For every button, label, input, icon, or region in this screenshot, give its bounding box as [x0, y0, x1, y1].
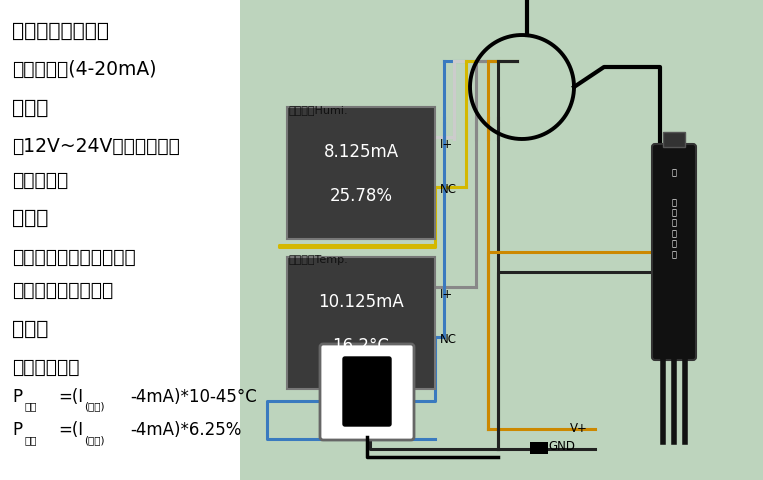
Text: 25.78%: 25.78%	[330, 187, 392, 204]
Text: =(I: =(I	[58, 387, 83, 405]
Text: 第一步: 第一步	[12, 98, 48, 118]
Text: -4mA)*6.25%: -4mA)*6.25%	[130, 420, 241, 438]
Text: NC: NC	[440, 332, 457, 345]
Bar	[530, 442, 548, 454]
Text: V+: V+	[570, 421, 588, 434]
Text: P: P	[12, 420, 22, 438]
FancyBboxPatch shape	[343, 357, 391, 426]
Bar	[663, 133, 685, 148]
Text: 湿度采集Humi.: 湿度采集Humi.	[289, 105, 349, 115]
Text: 正确挑选万用表量程或连: 正确挑选万用表量程或连	[12, 247, 136, 266]
Text: 锯
齿
智
能
控
制: 锯 齿 智 能 控 制	[671, 198, 677, 258]
Text: 十: 十	[671, 168, 677, 177]
Bar	[240, 0, 763, 480]
Text: 对照公式计算: 对照公式计算	[12, 358, 79, 377]
Text: (电流): (电流)	[84, 434, 105, 444]
Text: 电流输出制(4-20mA): 电流输出制(4-20mA)	[12, 60, 156, 79]
Bar	[0, 0, 240, 480]
Text: 用12V~24V的电源适配器: 用12V~24V的电源适配器	[12, 137, 180, 156]
Text: (电流): (电流)	[84, 401, 105, 411]
Text: I+: I+	[440, 138, 453, 151]
Bar	[287, 108, 435, 240]
Text: 8.125mA: 8.125mA	[324, 143, 398, 161]
Text: =(I: =(I	[58, 420, 83, 438]
Text: 16.2°C: 16.2°C	[333, 336, 389, 354]
FancyBboxPatch shape	[320, 344, 414, 440]
Text: 温度: 温度	[24, 401, 37, 411]
Text: 接模拟量信号采集器: 接模拟量信号采集器	[12, 281, 113, 300]
Text: 土壤温湿度传感器: 土壤温湿度传感器	[12, 22, 109, 41]
Text: 温度采集Temp.: 温度采集Temp.	[289, 254, 349, 264]
Text: I+: I+	[440, 288, 453, 300]
Bar	[287, 257, 435, 389]
Text: 第三步: 第三步	[12, 319, 48, 338]
FancyBboxPatch shape	[652, 144, 696, 360]
Text: 连接传感器: 连接传感器	[12, 170, 68, 190]
Text: P: P	[12, 387, 22, 405]
Text: NC: NC	[440, 182, 457, 195]
Text: 湿度: 湿度	[24, 434, 37, 444]
Text: 第二步: 第二步	[12, 209, 48, 228]
Text: GND: GND	[548, 439, 575, 452]
Text: -4mA)*10-45°C: -4mA)*10-45°C	[130, 387, 257, 405]
Text: 10.125mA: 10.125mA	[318, 292, 404, 311]
